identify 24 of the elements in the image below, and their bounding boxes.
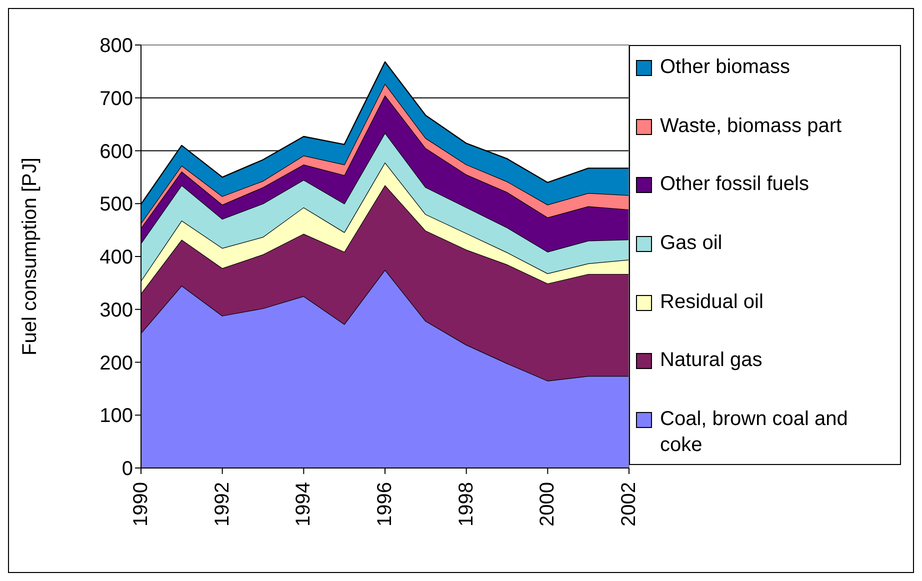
y-tick-label: 100 [100, 405, 133, 428]
x-tick-label: 1996 [374, 482, 396, 526]
x-tick-label: 2002 [618, 482, 640, 526]
x-tick-label: 1990 [130, 482, 152, 526]
legend-label: Waste, biomass part [660, 114, 842, 139]
y-tick-label: 600 [100, 140, 133, 163]
x-tick-label: 2000 [536, 482, 559, 526]
y-tick-label: 800 [100, 35, 133, 58]
y-tick-label: 400 [100, 246, 133, 269]
y-tick-label: 200 [100, 352, 133, 374]
legend-label: Natural gas [660, 348, 762, 374]
x-tick-label: 1994 [292, 482, 315, 526]
legend-label: Other biomass [660, 55, 790, 80]
y-tick-label: 300 [100, 299, 133, 322]
legend-label: Gas oil [660, 230, 722, 256]
legend-label: Coal, brown coal and coke [660, 406, 849, 458]
legend-label: Other fossil fuels [660, 172, 809, 198]
x-tick-label: 1992 [211, 482, 234, 526]
legend-label: Residual oil [660, 290, 764, 315]
y-tick-label: 500 [100, 194, 133, 216]
y-tick-label: 0 [122, 458, 133, 480]
x-tick-label: 1998 [455, 482, 478, 526]
y-axis-title: Fuel consumption [PJ] [19, 158, 42, 356]
y-tick-label: 700 [100, 88, 133, 110]
